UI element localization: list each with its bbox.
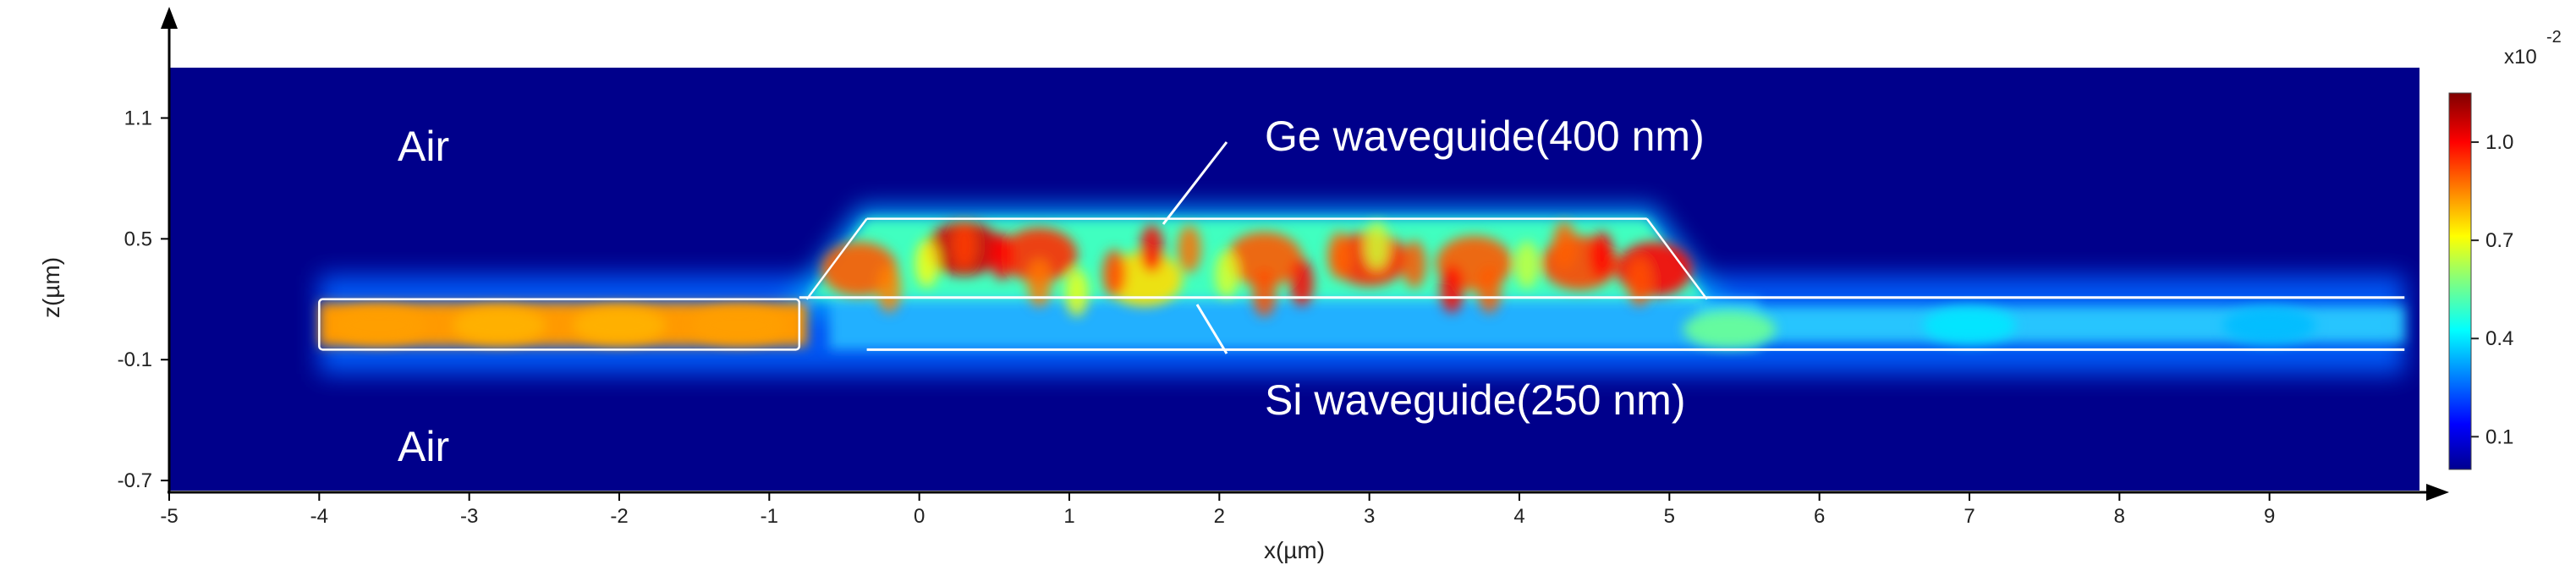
field-speckle xyxy=(1102,250,1127,298)
x-tick-label: 7 xyxy=(1964,505,1975,528)
y-tick-label: -0.7 xyxy=(118,469,152,492)
y-axis-arrow xyxy=(161,7,178,29)
ge-left-slope xyxy=(805,217,868,300)
x-tick-label: 3 xyxy=(1364,505,1375,528)
y-axis-ticks: 1.1 0.5 -0.1 -0.7 xyxy=(118,107,169,492)
si-pointer-line xyxy=(1195,304,1228,354)
y-tick-label: 1.1 xyxy=(124,107,152,130)
waveguide-outlines xyxy=(318,217,2405,351)
field-speckle xyxy=(1590,231,1614,279)
x-tick-label: -2 xyxy=(610,505,628,528)
field-speckle xyxy=(1477,265,1502,313)
si-waveguide-label: Si waveguide(250 nm) xyxy=(1265,376,1686,424)
field-speckle xyxy=(990,233,1014,281)
x-tick-label: 0 xyxy=(914,505,925,528)
x-tick-label: 8 xyxy=(2114,505,2125,528)
colorbar-tick-label: 0.1 xyxy=(2485,425,2513,448)
colorbar xyxy=(2448,92,2472,470)
x-axis-ticks: -5 -4 -3 -2 -1 0 1 2 3 4 5 6 7 8 9 xyxy=(160,492,2275,528)
field-speckle xyxy=(1215,250,1239,299)
field-speckle xyxy=(1552,222,1577,270)
field-speckle xyxy=(1440,265,1464,313)
x-tick-label: 4 xyxy=(1513,505,1524,528)
air-label-bottom: Air xyxy=(398,423,449,470)
field-speckle xyxy=(1327,232,1352,280)
field-speckle xyxy=(1252,269,1277,317)
x-tick-label: -3 xyxy=(460,505,478,528)
field-speckle xyxy=(1027,259,1052,307)
field-speckle xyxy=(1514,240,1539,288)
field-speckle xyxy=(1140,225,1164,273)
field-speckle xyxy=(1402,240,1426,288)
field-intensity-map xyxy=(319,206,2405,374)
colorbar-tick-label: 0.7 xyxy=(2485,229,2513,252)
y-axis-label: z(µm) xyxy=(38,257,64,318)
x-tick-label: 6 xyxy=(1814,505,1825,528)
field-peak-13 xyxy=(1683,310,1777,348)
x-tick-label: 5 xyxy=(1664,505,1675,528)
field-speckle xyxy=(1064,268,1089,316)
colorbar-exponent-power: -2 xyxy=(2546,28,2562,47)
field-speckle xyxy=(1289,258,1314,306)
field-speckle xyxy=(952,221,976,269)
y-tick-label: 0.5 xyxy=(124,228,152,250)
ge-pointer-line xyxy=(1162,141,1228,225)
field-hotspots xyxy=(332,221,2316,348)
field-speckle xyxy=(1365,222,1389,270)
colorbar-tick-label: 0.4 xyxy=(2485,327,2513,350)
ge-right-slope xyxy=(1645,217,1708,300)
y-tick-label: -0.1 xyxy=(118,348,152,371)
ge-waveguide-label: Ge waveguide(400 nm) xyxy=(1265,112,1705,160)
field-peak-12 xyxy=(1616,242,1693,297)
field-peak-0 xyxy=(332,306,426,344)
x-axis-label: x(µm) xyxy=(1264,537,1325,563)
field-speckle xyxy=(1177,225,1201,273)
field-speckle xyxy=(877,265,902,313)
x-tick-label: -1 xyxy=(761,505,778,528)
x-tick-label: -5 xyxy=(160,505,178,528)
field-peak-8 xyxy=(1226,232,1303,287)
colorbar-tick-label: 1.0 xyxy=(2485,131,2513,154)
x-tick-label: 1 xyxy=(1063,505,1074,528)
x-tick-label: 2 xyxy=(1214,505,1225,528)
field-peak-3 xyxy=(692,306,786,344)
si-under-ge-field xyxy=(829,299,1760,350)
x-axis-arrow xyxy=(2426,484,2449,501)
si-input-outline xyxy=(318,298,801,351)
field-peak-6 xyxy=(1001,228,1078,283)
x-tick-label: 9 xyxy=(2264,505,2275,528)
x-tick-label: -4 xyxy=(310,505,328,528)
field-speckle xyxy=(1627,258,1651,306)
field-peak-2 xyxy=(573,306,666,344)
field-peak-14 xyxy=(1923,306,2016,344)
colorbar-ticks: 1.0 0.7 0.4 0.1 xyxy=(2471,131,2513,448)
field-peak-1 xyxy=(453,306,547,344)
air-label-top: Air xyxy=(398,123,449,170)
field-peak-15 xyxy=(2222,306,2316,344)
field-speckle xyxy=(915,239,939,288)
colorbar-exponent-base: x10 xyxy=(2504,46,2537,69)
